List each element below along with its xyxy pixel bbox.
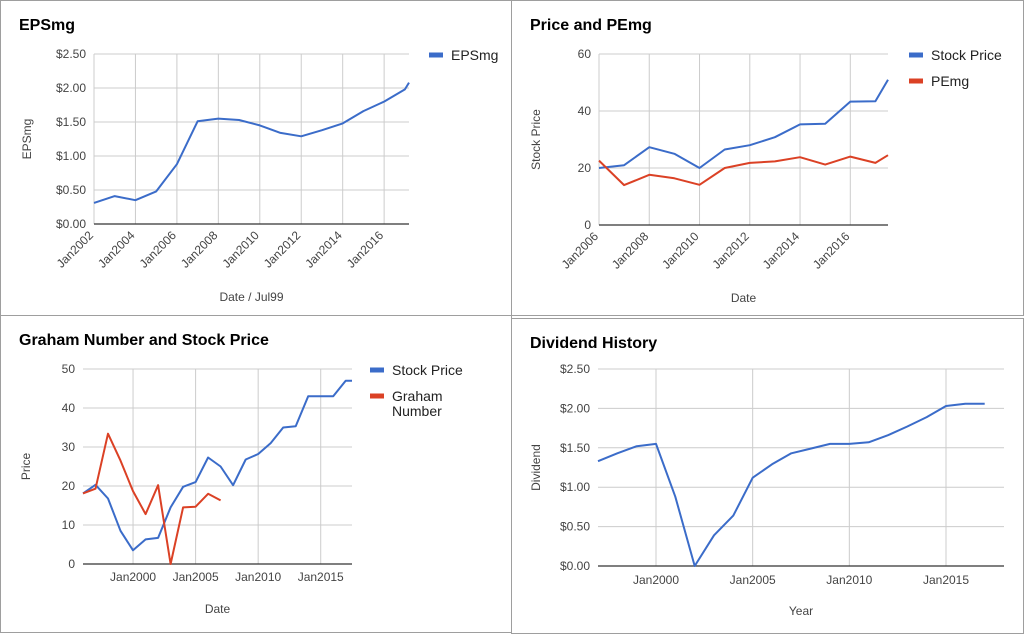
y-tick-label: 30 (62, 440, 76, 454)
y-tick-label: $0.00 (56, 217, 86, 231)
x-tick-label: Jan2000 (633, 573, 679, 587)
legend-label: PEmg (931, 73, 969, 89)
legend-label: Graham (392, 388, 443, 404)
x-tick-label: Jan2006 (137, 228, 180, 271)
graham-number-chart: 0 10 20 30 40 50 Jan2000 Jan2005 Jan2010 Jan2015 D… (19, 362, 463, 616)
y-tick-label: $2.50 (56, 47, 86, 61)
x-tick-label: Jan2012 (709, 229, 752, 272)
y-tick-label: $2.00 (56, 81, 86, 95)
series-line-0 (93, 82, 410, 204)
series-line-1 (82, 432, 222, 565)
x-tick-label: Jan2016 (810, 229, 853, 272)
x-tick-label: Jan2005 (730, 573, 776, 587)
legend-label: Number (392, 403, 442, 419)
y-tick-label: 10 (62, 518, 76, 532)
x-tick-label: Jan2010 (826, 573, 872, 587)
x-tick-label: Jan2014 (760, 229, 803, 272)
x-tick-label: Jan2014 (302, 228, 345, 271)
y-tick-label: $1.50 (560, 441, 590, 455)
x-tick-label: Jan2016 (344, 228, 387, 271)
y-tick-label: $1.50 (56, 115, 86, 129)
x-tick-label: Jan2000 (110, 570, 156, 584)
x-tick-label: Jan2008 (609, 229, 652, 272)
y-tick-label: 40 (62, 401, 76, 415)
y-axis-title: EPSmg (20, 119, 34, 160)
x-tick-label: Jan2015 (923, 573, 969, 587)
y-tick-label: $2.00 (560, 401, 590, 415)
y-tick-label: $1.00 (560, 480, 590, 494)
series-line-0 (82, 379, 352, 552)
x-tick-label: Jan2005 (173, 570, 219, 584)
y-tick-label: 20 (62, 479, 76, 493)
series-line-0 (597, 402, 985, 567)
legend-label: Stock Price (931, 47, 1002, 63)
x-tick-label: Jan2012 (261, 228, 304, 271)
x-tick-label: Jan2010 (219, 228, 262, 271)
legend-label: EPSmg (451, 47, 498, 63)
chart-title: Dividend History (530, 335, 658, 352)
y-tick-label: $0.00 (560, 559, 590, 573)
x-tick-label: Jan2015 (298, 570, 344, 584)
x-tick-label: Jan2006 (559, 229, 602, 272)
x-tick-label: Jan2004 (95, 228, 138, 271)
dividend-history-chart-panel: Dividend History $0.00 $0.50 $1.00 $1.50 $2.… (511, 318, 1024, 634)
x-axis-title: Date / Jul99 (219, 290, 283, 304)
x-tick-label: Jan2010 (659, 229, 702, 272)
epsmg-chart: $0.00$0.50$1.00$1.50$2.00$2.50Jan2002Jan… (20, 47, 498, 304)
legend-label: Stock Price (392, 362, 463, 378)
y-tick-label: $1.00 (56, 149, 86, 163)
y-axis-title: Dividend (529, 444, 543, 491)
graham-number-chart-panel: Graham Number and Stock Price 0 10 20 30 40 5… (0, 315, 512, 633)
x-tick-label: Jan2008 (178, 228, 221, 271)
y-tick-label: 20 (578, 161, 592, 175)
y-axis-title: Price (19, 453, 33, 481)
y-tick-label: 0 (584, 218, 591, 232)
y-tick-label: 0 (68, 557, 75, 571)
x-axis-title: Year (789, 604, 813, 618)
dividend-history-chart: $0.00 $0.50 $1.00 $1.50 $2.00 $2.50 Jan2000 Jan… (529, 362, 1004, 618)
chart-title: Price and PEmg (530, 17, 652, 34)
x-tick-label: Jan2002 (54, 228, 97, 271)
x-axis-title: Date (205, 602, 231, 616)
x-tick-label: Jan2010 (235, 570, 281, 584)
y-tick-label: $2.50 (560, 362, 590, 376)
chart-title: EPSmg (19, 17, 76, 34)
y-tick-label: 50 (62, 362, 76, 376)
y-tick-label: 40 (578, 104, 592, 118)
y-tick-label: 60 (578, 47, 592, 61)
chart-title: Graham Number and Stock Price (19, 332, 269, 349)
x-axis-title: Date (731, 291, 757, 305)
series-line-1 (598, 154, 889, 187)
price-pemg-chart-panel: Price and PEmg 0 20 40 60 Jan2006 Jan2008 Jan2… (511, 0, 1024, 316)
y-tick-label: $0.50 (560, 520, 590, 534)
y-axis-title: Stock Price (529, 109, 543, 170)
series-line-0 (598, 79, 889, 169)
epsmg-chart-panel: EPSmg $0.00 $0.50 $1.00 $1.50 $2.00 $2.50 Jan2… (0, 0, 512, 316)
y-tick-label: $0.50 (56, 183, 86, 197)
